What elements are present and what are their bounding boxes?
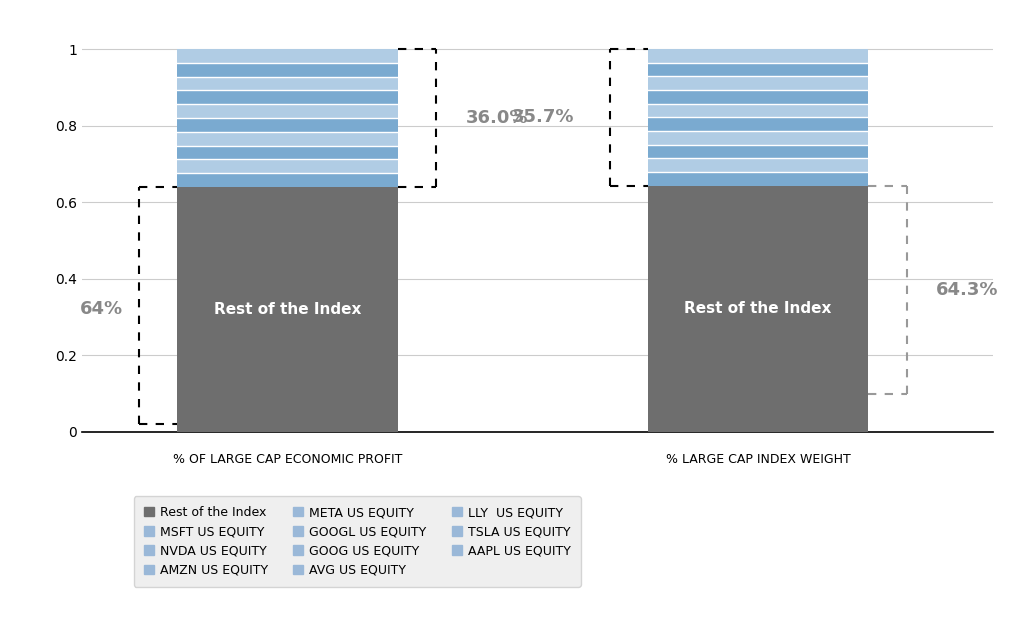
Bar [648, 90, 868, 104]
Text: 64.3%: 64.3% [936, 281, 998, 299]
Bar [648, 77, 868, 90]
Bar [177, 118, 398, 132]
Bar [648, 104, 868, 117]
Bar [648, 117, 868, 131]
Bar [648, 63, 868, 77]
Bar [177, 132, 398, 146]
Bar [177, 146, 398, 159]
Text: % LARGE CAP INDEX WEIGHT: % LARGE CAP INDEX WEIGHT [666, 453, 851, 466]
Bar [177, 91, 398, 104]
Bar [177, 63, 398, 77]
Bar [177, 77, 398, 91]
Bar [177, 159, 398, 173]
Text: Rest of the Index: Rest of the Index [214, 302, 361, 317]
Bar [648, 186, 868, 432]
Bar [177, 173, 398, 187]
Bar [177, 49, 398, 63]
Text: 35.7%: 35.7% [512, 109, 574, 126]
Text: 36.0%: 36.0% [466, 109, 528, 127]
Text: Rest of the Index: Rest of the Index [684, 301, 831, 317]
Bar [177, 187, 398, 432]
Legend: Rest of the Index, MSFT US EQUITY, NVDA US EQUITY, AMZN US EQUITY, META US EQUIT: Rest of the Index, MSFT US EQUITY, NVDA … [134, 496, 581, 587]
Bar [648, 159, 868, 172]
Bar [648, 131, 868, 145]
Text: 64%: 64% [80, 300, 123, 318]
Bar [648, 145, 868, 159]
Text: % OF LARGE CAP ECONOMIC PROFIT: % OF LARGE CAP ECONOMIC PROFIT [173, 453, 402, 466]
Bar [648, 49, 868, 63]
Bar [177, 104, 398, 118]
Bar [648, 172, 868, 186]
